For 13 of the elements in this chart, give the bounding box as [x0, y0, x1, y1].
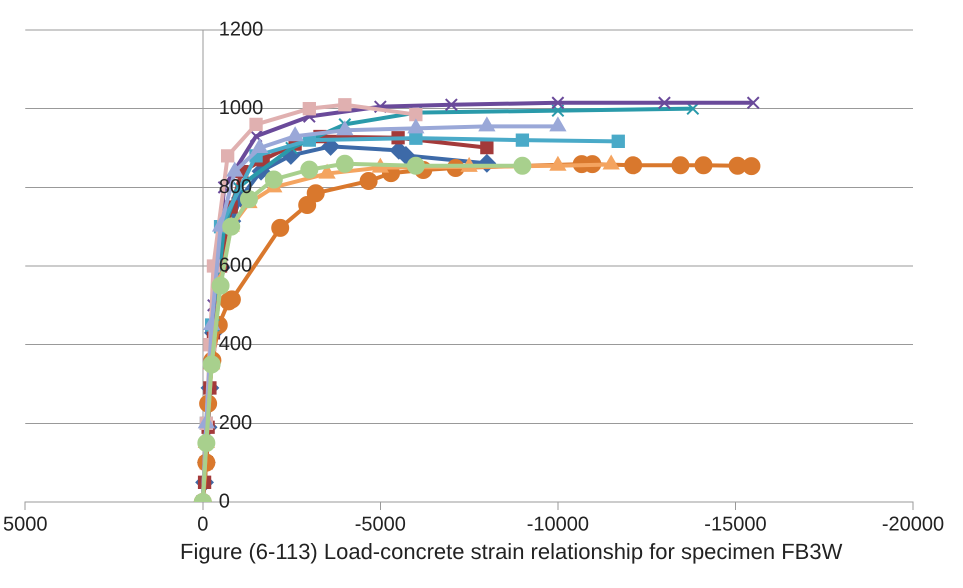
y-tick-label: 400: [218, 333, 252, 356]
x-tick-label: -10000: [526, 514, 590, 536]
x-tick-label: 5000: [2, 514, 48, 536]
y-tick-label: 1200: [218, 18, 264, 41]
y-tick-label: 200: [218, 412, 252, 434]
x-tick-label: -20000: [882, 514, 944, 536]
x-tick-label: -5000: [354, 514, 406, 536]
x-tick-label: -15000: [704, 514, 767, 536]
x-tick-label: 0: [197, 514, 208, 536]
text: Figure (6-113) Load-concrete strain relationship for specimen FB3W: [180, 539, 844, 564]
y-tick-label: 800: [218, 176, 252, 198]
y-tick-label: 1000: [218, 97, 264, 120]
y-tick-label: 0: [218, 490, 230, 513]
